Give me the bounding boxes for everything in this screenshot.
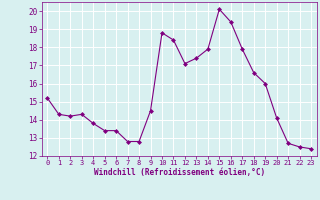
X-axis label: Windchill (Refroidissement éolien,°C): Windchill (Refroidissement éolien,°C) bbox=[94, 168, 265, 177]
